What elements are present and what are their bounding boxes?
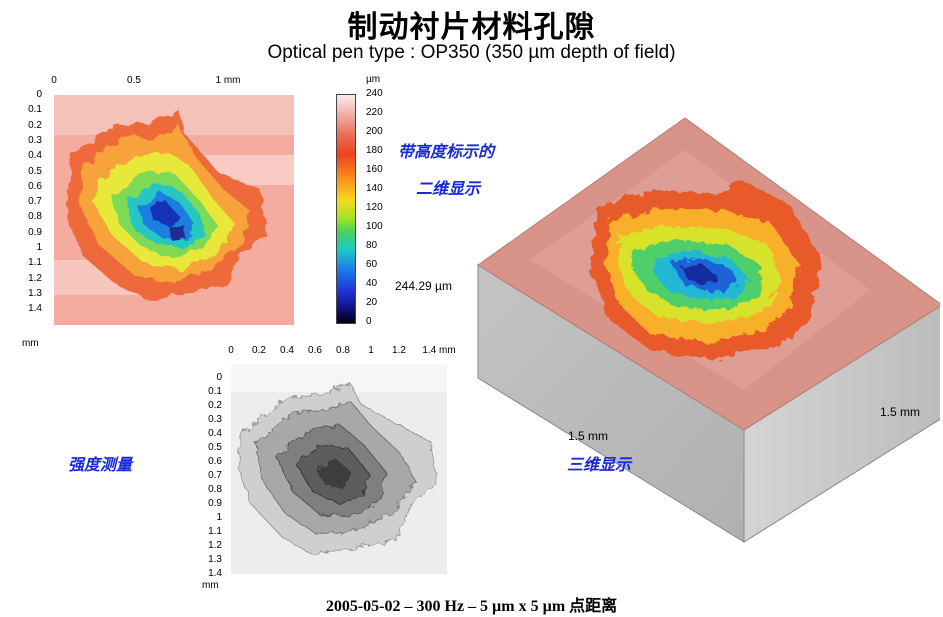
height-map-image [54, 95, 294, 325]
intensity-y-tick: 0.6 [208, 456, 222, 467]
page-title: 制动衬片材料孔隙 [347, 10, 596, 45]
height-map-y-tick: 0.6 [28, 180, 42, 192]
height-map-y-tick: 1.3 [28, 287, 42, 299]
intensity-x-tick: 0 [228, 345, 234, 356]
view3d-y-label: 1.5 mm [880, 405, 920, 419]
intensity-y-tick: 0 [216, 372, 222, 383]
height-map-y-tick: 0.8 [28, 211, 42, 223]
height-map-y-tick: 0.4 [28, 150, 42, 162]
intensity-y-tick: 1.4 [208, 568, 222, 579]
page-subtitle: Optical pen type : OP350 (350 µm depth o… [267, 42, 676, 63]
intensity-y-tick: 1.1 [208, 526, 222, 537]
intensity-x-tick: 1.4 mm [422, 345, 456, 356]
colorbar-tick: 180 [366, 145, 383, 156]
intensity-map: 0 0.2 0.4 0.6 0.8 1 1.2 1.4 mm 0 0.1 0.2 0.3 0.4 0.5… [180, 345, 470, 591]
height-map-y-tick: 0.3 [28, 134, 42, 146]
height-map-y-tick: 0.9 [28, 226, 42, 238]
intensity-y-tick: 1.3 [208, 554, 222, 565]
label-3d: 三维显示 [567, 455, 632, 474]
height-map-y-tick: 0.1 [28, 104, 42, 116]
height-map-y-tick: 1.2 [28, 272, 42, 284]
colorbar-unit: µm [366, 74, 381, 85]
intensity-y-tick: 0.9 [208, 498, 222, 509]
view-3d: 1.5 mm 1.5 mm [477, 117, 940, 543]
label-2d-line2: 二维显示 [416, 179, 481, 198]
colorbar-tick: 40 [366, 278, 378, 289]
intensity-image [231, 364, 447, 574]
height-map-x-tick: 1 mm [215, 75, 241, 86]
colorbar-tick: 80 [366, 240, 378, 251]
intensity-unit: mm [202, 580, 219, 591]
depth-value: 244.29 µm [395, 279, 452, 293]
height-map-x-tick: 0.5 [127, 75, 141, 86]
colorbar-tick: 160 [366, 164, 383, 175]
intensity-y-tick: 0.8 [208, 484, 222, 495]
intensity-x-tick: 1 [368, 345, 374, 356]
intensity-x-tick: 0.4 [280, 345, 294, 356]
height-map-unit: mm [22, 338, 39, 349]
colorbar-tick: 220 [366, 107, 383, 118]
intensity-y-tick: 0.4 [208, 428, 222, 439]
footer-caption: 2005-05-02 – 300 Hz – 5 µm x 5 µm 点距离 [325, 598, 618, 615]
intensity-y-tick: 0.1 [208, 386, 222, 397]
colorbar-tick: 20 [366, 297, 378, 308]
colorbar-tick: 240 [366, 88, 383, 99]
view3d-x-label: 1.5 mm [568, 429, 608, 443]
intensity-x-tick: 0.8 [336, 345, 350, 356]
colorbar-tick: 140 [366, 183, 383, 194]
intensity-x-tick: 0.2 [252, 345, 266, 356]
height-map-x-tick: 0 [51, 75, 57, 86]
intensity-y-tick: 0.2 [208, 400, 222, 411]
intensity-y-tick: 0.7 [208, 470, 222, 481]
height-colorbar: µm 240 220 200 180 160 140 120 100 80 60 40 20 0 [330, 72, 390, 332]
height-map-y-tick: 0.7 [28, 196, 42, 208]
colorbar-tick: 200 [366, 126, 383, 137]
label-intensity: 强度测量 [68, 455, 133, 474]
colorbar-tick: 60 [366, 259, 378, 270]
height-map-y-tick: 0.5 [28, 165, 42, 177]
intensity-x-tick: 0.6 [308, 345, 322, 356]
intensity-x-tick: 1.2 [392, 345, 406, 356]
height-map-y-tick: 0.2 [28, 119, 42, 131]
colorbar-gradient [336, 94, 356, 324]
intensity-y-tick: 0.3 [208, 414, 222, 425]
height-map-2d: 0 0.5 1 mm 0 0.1 0.2 0.3 0.4 0.5 0.6 0.7 0.8 0.9 1 1.… [0, 70, 310, 349]
intensity-y-tick: 1.2 [208, 540, 222, 551]
intensity-y-tick: 0.5 [208, 442, 222, 453]
height-map-y-tick: 1.1 [28, 257, 42, 269]
label-2d-line1: 带高度标示的 [398, 142, 495, 161]
colorbar-tick: 100 [366, 221, 383, 232]
height-map-y-tick: 1 [36, 242, 42, 253]
height-map-y-tick: 1.4 [28, 303, 42, 315]
height-map-y-tick: 0 [36, 89, 42, 100]
colorbar-tick: 0 [366, 316, 372, 327]
intensity-y-tick: 1 [216, 512, 222, 523]
colorbar-tick: 120 [366, 202, 383, 213]
